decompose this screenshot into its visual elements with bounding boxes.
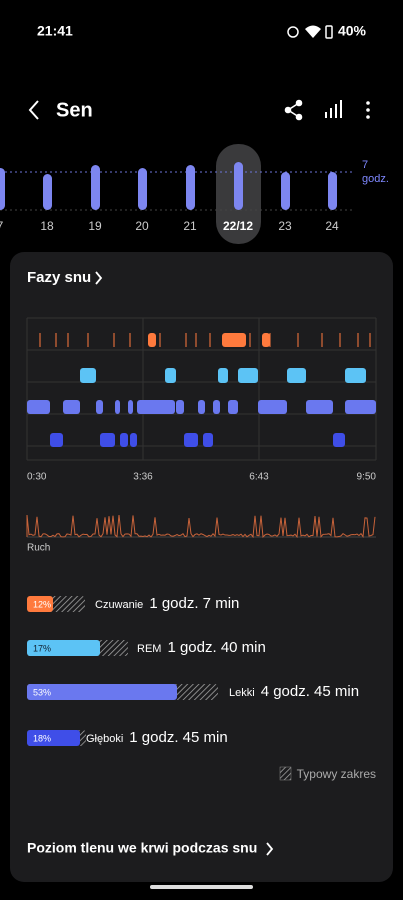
phase-name: Lekki [229,687,255,699]
stage-block [115,400,120,414]
stats-button[interactable] [325,100,342,118]
stage-block [238,368,258,383]
stage-block [198,400,205,414]
dnd-icon [287,26,299,38]
time-label: 3:36 [133,472,153,483]
phase-name: Głęboki [86,733,123,745]
phase-bar [27,730,80,746]
movement-label: Ruch [27,543,50,554]
status-battery: 40% [338,23,367,39]
day-label[interactable]: 7 [0,219,4,233]
battery-icon [325,25,333,39]
stage-block [50,433,63,447]
section-title[interactable]: Fazy snu [27,269,91,286]
phase-name: REM [137,643,161,655]
phase-percent: 18% [33,733,51,743]
stage-block [213,400,220,414]
stage-block [218,368,228,383]
day-bar [138,168,147,210]
stage-block [287,368,306,383]
stage-block [184,433,198,447]
stage-block [80,368,96,383]
status-time: 21:41 [37,23,73,39]
phase-bar [27,596,53,612]
stage-block [176,400,184,414]
stage-block [203,433,213,447]
menu-button[interactable] [366,101,370,119]
time-label: 0:30 [27,472,47,483]
stage-block [333,433,345,447]
page-title: Sen [56,99,93,121]
phase-duration: 1 godz. 40 min [167,639,265,656]
phase-percent: 12% [33,599,51,609]
stage-block [130,433,137,447]
day-bar [234,162,243,210]
stage-block [228,400,238,414]
phase-duration: 4 godz. 45 min [261,683,359,700]
stage-block [63,400,80,414]
phase-percent: 53% [33,687,51,697]
stage-block [306,400,333,414]
stage-block [222,333,246,347]
goal-unit: godz. [362,173,389,185]
day-label[interactable]: 24 [325,219,339,233]
day-bar [186,165,195,210]
oxygen-title[interactable]: Poziom tlenu we krwi podczas snu [27,840,257,856]
typical-range-label: Typowy zakres [297,767,376,781]
day-bar [281,172,290,210]
stage-block [96,400,103,414]
stage-block [27,400,50,414]
day-bar [43,174,52,210]
day-label[interactable]: 22/12 [223,219,253,233]
stage-block [345,368,366,383]
day-label[interactable]: 21 [183,219,197,233]
phase-bar [27,640,100,656]
movement-trace [26,514,376,539]
share-button[interactable] [284,99,303,121]
day-label[interactable]: 19 [88,219,102,233]
phase-duration: 1 godz. 7 min [149,595,239,612]
phase-bar [27,684,177,700]
typical-range-icon [279,766,292,781]
stage-block [165,368,176,383]
chevron [266,842,274,856]
day-bar [0,168,5,210]
home-indicator [150,885,253,889]
stage-block [345,400,376,414]
chevron [95,271,103,285]
stage-block [128,400,133,414]
stage-block [148,333,156,347]
goal-value: 7 [362,159,368,171]
time-label: 6:43 [249,472,269,483]
time-label: 9:50 [357,472,377,483]
day-bar [91,165,100,210]
back-button[interactable] [28,100,39,120]
day-label[interactable]: 18 [40,219,54,233]
phase-duration: 1 godz. 45 min [129,729,227,746]
stage-block [120,433,128,447]
phase-name: Czuwanie [95,599,143,611]
day-label[interactable]: 20 [135,219,149,233]
stage-block [100,433,115,447]
stage-block [258,400,287,414]
card [10,252,393,882]
hypnogram: 0:30 3:36 6:43 9:50 [26,317,377,539]
day-label[interactable]: 23 [278,219,292,233]
day-bar [328,172,337,210]
stage-block [262,333,270,347]
stage-block [137,400,175,414]
phase-percent: 17% [33,643,51,653]
wifi-icon [305,25,321,38]
